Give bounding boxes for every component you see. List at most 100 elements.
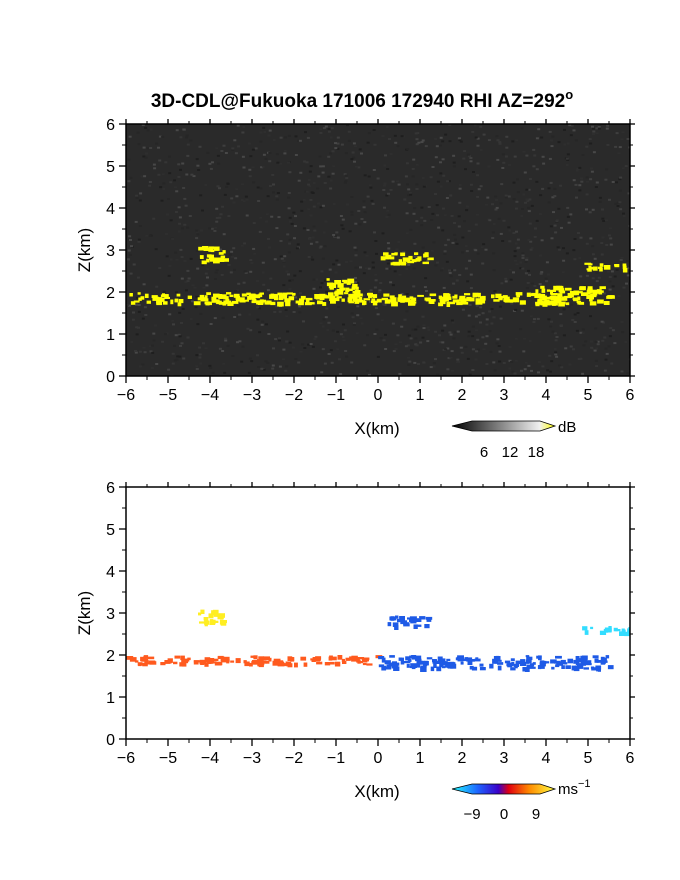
noise-speck [331,329,335,332]
signal-cell [561,665,565,669]
signal-cell [491,294,495,299]
signal-cell [251,296,256,301]
signal-cell [590,626,594,630]
noise-speck [624,165,628,168]
noise-speck [264,157,268,160]
noise-speck [336,136,340,139]
noise-speck [453,269,457,272]
noise-speck [578,166,582,169]
noise-speck [510,360,514,363]
noise-speck [435,204,439,207]
noise-speck [581,332,585,335]
noise-speck [454,238,457,241]
noise-speck [336,236,340,239]
intensity-colorbar: dB 6 12 18 [451,419,576,461]
noise-speck [566,159,570,161]
signal-cell [395,615,399,619]
noise-speck [510,302,514,305]
signal-cell [538,665,545,669]
noise-speck [186,143,190,146]
noise-speck [385,267,389,270]
signal-cell [315,656,321,661]
noise-speck [363,174,367,177]
signal-cell [408,255,413,260]
signal-cell [348,294,355,298]
signal-cell [409,619,413,622]
noise-speck [287,134,291,137]
noise-speck [408,192,412,195]
signal-cell [222,656,230,662]
signal-cell [346,288,353,291]
noise-speck [148,345,152,348]
noise-speck [347,130,351,133]
signal-cell [439,663,444,668]
noise-speck [258,331,262,334]
signal-cell [277,301,284,307]
signal-cell [513,663,519,667]
noise-speck [566,215,570,218]
noise-speck [590,340,593,343]
noise-speck [376,313,380,316]
noise-speck [538,283,542,286]
signal-cell [597,666,601,672]
noise-speck [595,271,599,274]
noise-speck [249,259,253,262]
noise-speck [452,154,456,157]
signal-cell [436,660,440,664]
noise-speck [611,329,615,332]
noise-speck [608,335,612,338]
signal-cell [514,666,518,669]
noise-speck [177,333,181,336]
noise-speck [553,195,557,198]
noise-speck [186,226,190,229]
noise-speck [261,261,265,264]
signal-cell [378,664,385,668]
signal-cell [381,657,386,663]
noise-speck [461,308,465,311]
noise-speck [259,140,263,143]
noise-speck [600,242,604,245]
noise-speck [501,240,505,242]
noise-speck [572,179,576,182]
noise-speck [416,325,420,328]
noise-speck [498,141,502,144]
noise-speck [319,245,323,248]
noise-speck [220,273,224,276]
noise-speck [198,353,202,356]
noise-speck [319,286,322,289]
noise-speck [214,226,218,229]
noise-speck [237,145,241,148]
noise-speck [605,219,608,222]
signal-cell [553,301,558,306]
signal-cell [329,296,336,300]
noise-speck [391,322,395,325]
signal-cell [174,655,181,659]
noise-speck [350,213,354,216]
noise-speck [334,142,337,145]
signal-cell [164,294,169,299]
noise-speck [619,208,623,211]
signal-cell [206,292,211,295]
signal-cell [552,289,556,292]
x-tick-label: 6 [626,387,635,404]
noise-speck [575,196,578,199]
noise-speck [236,289,240,292]
noise-speck [142,346,146,349]
signal-cell [504,660,511,664]
noise-speck [366,195,370,198]
signal-cell [170,299,174,305]
signal-cell [180,655,185,661]
noise-speck [164,233,168,235]
signal-cell [599,263,604,267]
noise-speck [179,248,183,251]
noise-speck [357,166,361,169]
signal-cell [587,660,592,665]
signal-cell [498,297,503,301]
noise-speck [610,270,614,273]
noise-speck [484,203,488,206]
noise-speck [299,171,303,174]
noise-speck [610,362,614,365]
noise-speck [469,160,473,163]
signal-cell [556,661,563,666]
signal-cell [539,660,545,665]
